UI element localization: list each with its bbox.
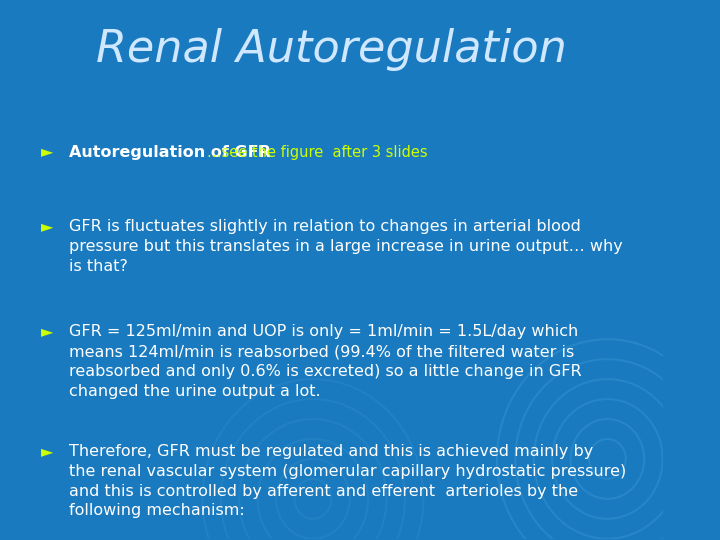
Text: GFR = 125ml/min and UOP is only = 1ml/min = 1.5L/day which
means 124ml/min is re: GFR = 125ml/min and UOP is only = 1ml/mi…: [69, 324, 582, 399]
Text: ►: ►: [42, 444, 54, 459]
Text: GFR is fluctuates slightly in relation to changes in arterial blood
pressure but: GFR is fluctuates slightly in relation t…: [69, 219, 623, 274]
Text: Therefore, GFR must be regulated and this is achieved mainly by
the renal vascul: Therefore, GFR must be regulated and thi…: [69, 444, 626, 518]
Text: Autoregulation of GFR: Autoregulation of GFR: [69, 145, 271, 160]
Text: ►: ►: [42, 219, 54, 234]
Text: …see the figure  after 3 slides: …see the figure after 3 slides: [207, 145, 428, 160]
Text: ►: ►: [42, 324, 54, 339]
Text: ►: ►: [42, 145, 54, 160]
Text: Renal Autoregulation: Renal Autoregulation: [96, 29, 567, 71]
